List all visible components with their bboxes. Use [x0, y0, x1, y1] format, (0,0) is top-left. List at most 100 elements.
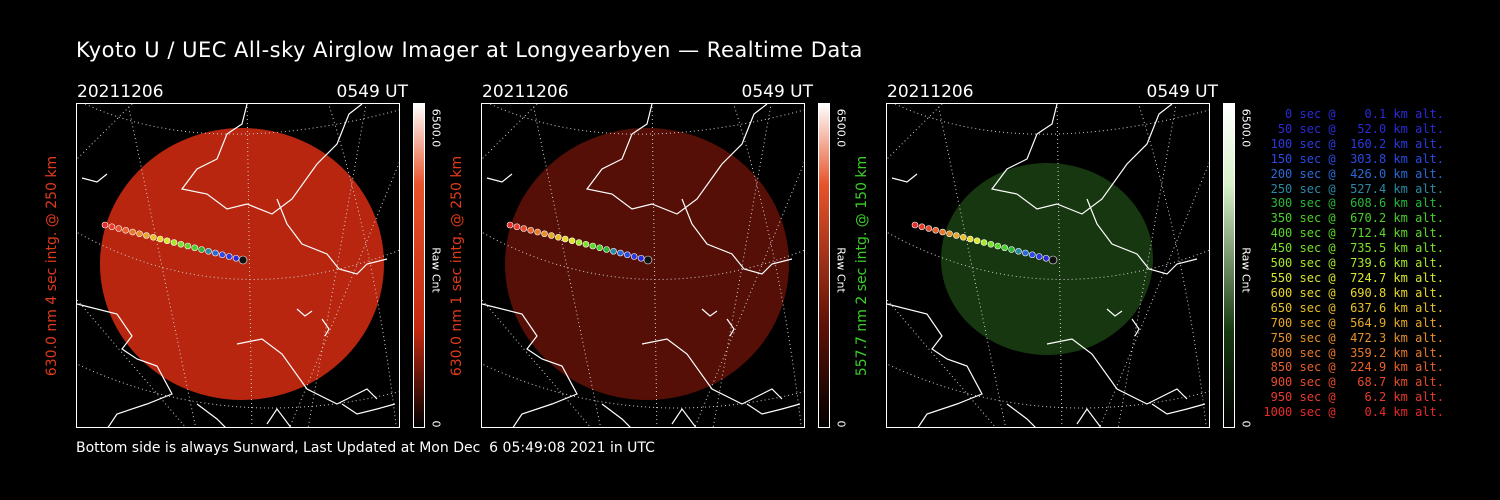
- imager-panel-2: 20211206 0549 UT 630.0 nm 1 sec intg. @ 25…: [449, 80, 861, 430]
- legend-item: 450 sec @ 735.5 km alt.: [1263, 241, 1444, 256]
- trajectory-point: [932, 226, 940, 234]
- panel-date: 20211206: [77, 82, 164, 102]
- trajectory-point: [1022, 249, 1029, 257]
- panel-wavelength-label: 630.0 nm 1 sec intg. @ 250 km: [449, 155, 465, 377]
- trajectory-point: [122, 226, 130, 234]
- colorbar-unit-label: Raw Cnt: [834, 247, 848, 293]
- trajectory-point: [101, 221, 109, 229]
- trajectory-point: [513, 223, 521, 231]
- trajectory-point: [1008, 246, 1015, 253]
- legend-item: 700 sec @ 564.9 km alt.: [1263, 315, 1444, 330]
- trajectory-point: [520, 225, 528, 232]
- trajectory-point: [108, 223, 116, 231]
- trajectory-point: [1029, 251, 1036, 259]
- colorbar-unit-label: Raw Cnt: [1239, 247, 1253, 293]
- legend-item: 250 sec @ 527.4 km alt.: [1263, 181, 1444, 196]
- legend-item: 300 sec @ 608.6 km alt.: [1263, 196, 1444, 211]
- footer-status: Bottom side is always Sunward, Last Upda…: [76, 440, 655, 456]
- trajectory-point: [575, 239, 583, 246]
- colorbar-min-label: 0: [834, 420, 848, 428]
- legend-item: 200 sec @ 426.0 km alt.: [1263, 166, 1444, 181]
- trajectory-point: [1035, 253, 1043, 260]
- trajectory-point: [603, 246, 610, 253]
- page-title: Kyoto U / UEC All-sky Airglow Imager at …: [76, 38, 863, 62]
- legend-item: 150 sec @ 303.8 km alt.: [1263, 151, 1444, 166]
- trajectory-point: [225, 253, 233, 260]
- trajectory-point: [946, 230, 953, 238]
- trajectory-point: [184, 242, 192, 250]
- trajectory-point: [589, 242, 597, 250]
- coastline: [482, 104, 801, 427]
- trajectory-point: [1042, 254, 1050, 262]
- colorbar-max-label: 6500.0: [834, 108, 848, 148]
- legend-item: 50 sec @ 52.0 km alt.: [1263, 121, 1444, 136]
- legend-item: 600 sec @ 690.8 km alt.: [1263, 285, 1444, 300]
- legend-item: 650 sec @ 637.6 km alt.: [1263, 300, 1444, 315]
- allsky-image: [76, 103, 400, 428]
- trajectory-point: [541, 230, 548, 238]
- legend-item: 0 sec @ 0.1 km alt.: [1263, 107, 1444, 121]
- legend-item: 550 sec @ 724.7 km alt.: [1263, 270, 1444, 285]
- legend-item: 1000 sec @ 0.4 km alt.: [1263, 405, 1444, 420]
- legend-item: 850 sec @ 224.9 km alt.: [1263, 360, 1444, 375]
- colorbar: [1223, 103, 1235, 428]
- legend-item: 800 sec @ 359.2 km alt.: [1263, 345, 1444, 360]
- imager-panel-1: 20211206 0549 UT 630.0 nm 4 sec intg. @ 25…: [44, 80, 456, 430]
- trajectory-point: [953, 232, 960, 239]
- trajectory-point: [150, 233, 157, 241]
- trajectory-point: [170, 239, 178, 246]
- trajectory-point: [973, 237, 981, 245]
- panel-date: 20211206: [887, 82, 974, 102]
- colorbar-min-label: 0: [429, 420, 443, 428]
- legend-item: 500 sec @ 739.6 km alt.: [1263, 256, 1444, 271]
- trajectory-point: [911, 221, 919, 229]
- trajectory-point: [527, 226, 535, 234]
- graticule: [482, 104, 804, 427]
- trajectory-point: [115, 225, 123, 232]
- trajectory-point: [136, 230, 143, 238]
- trajectory-point: [617, 249, 624, 257]
- panel-time: 0549 UT: [1146, 82, 1219, 102]
- graticule: [77, 104, 399, 427]
- panel-time: 0549 UT: [741, 82, 814, 102]
- trajectory-point: [966, 235, 974, 243]
- colorbar-unit-label: Raw Cnt: [429, 247, 443, 293]
- trajectory-point: [980, 239, 988, 246]
- trajectory-point: [212, 249, 219, 257]
- trajectory-point: [568, 237, 576, 245]
- trajectory-point: [163, 237, 171, 245]
- legend-item: 350 sec @ 670.2 km alt.: [1263, 211, 1444, 226]
- legend-item: 750 sec @ 472.3 km alt.: [1263, 330, 1444, 345]
- trajectory-point: [561, 235, 569, 243]
- trajectory-point: [534, 228, 541, 236]
- trajectory-point: [918, 223, 926, 231]
- colorbar-max-label: 6500.0: [429, 108, 443, 148]
- panel-date: 20211206: [482, 82, 569, 102]
- coastline: [887, 104, 1206, 427]
- legend-item: 400 sec @ 712.4 km alt.: [1263, 226, 1444, 241]
- trajectory-point: [143, 232, 150, 239]
- legend-item: 100 sec @ 160.2 km alt.: [1263, 136, 1444, 151]
- trajectory-point: [1048, 255, 1058, 265]
- panel-wavelength-label: 557.7 nm 2 sec intg. @ 150 km: [854, 155, 870, 377]
- colorbar: [818, 103, 830, 428]
- trajectory-point: [198, 246, 205, 253]
- colorbar: [413, 103, 425, 428]
- panel-wavelength-label: 630.0 nm 4 sec intg. @ 250 km: [44, 155, 60, 377]
- trajectory-point: [643, 255, 653, 265]
- trajectory-point: [596, 244, 603, 252]
- imager-panel-3: 20211206 0549 UT 557.7 nm 2 sec intg. @ 15…: [854, 80, 1266, 430]
- trajectory-point: [219, 251, 226, 259]
- colorbar-min-label: 0: [1239, 420, 1253, 428]
- trajectory-point: [238, 255, 248, 265]
- trajectory-point: [610, 247, 617, 255]
- trajectory-point: [939, 228, 946, 236]
- allsky-image: [886, 103, 1210, 428]
- trajectory-point: [177, 240, 185, 248]
- trajectory-point: [1001, 244, 1008, 252]
- trajectory-point: [582, 240, 590, 248]
- trajectory-point: [624, 251, 631, 259]
- trajectory-point: [960, 233, 967, 241]
- trajectory-point: [637, 254, 645, 262]
- trajectory-legend: 0 sec @ 0.1 km alt. 50 sec @ 52.0 km alt…: [1262, 107, 1444, 420]
